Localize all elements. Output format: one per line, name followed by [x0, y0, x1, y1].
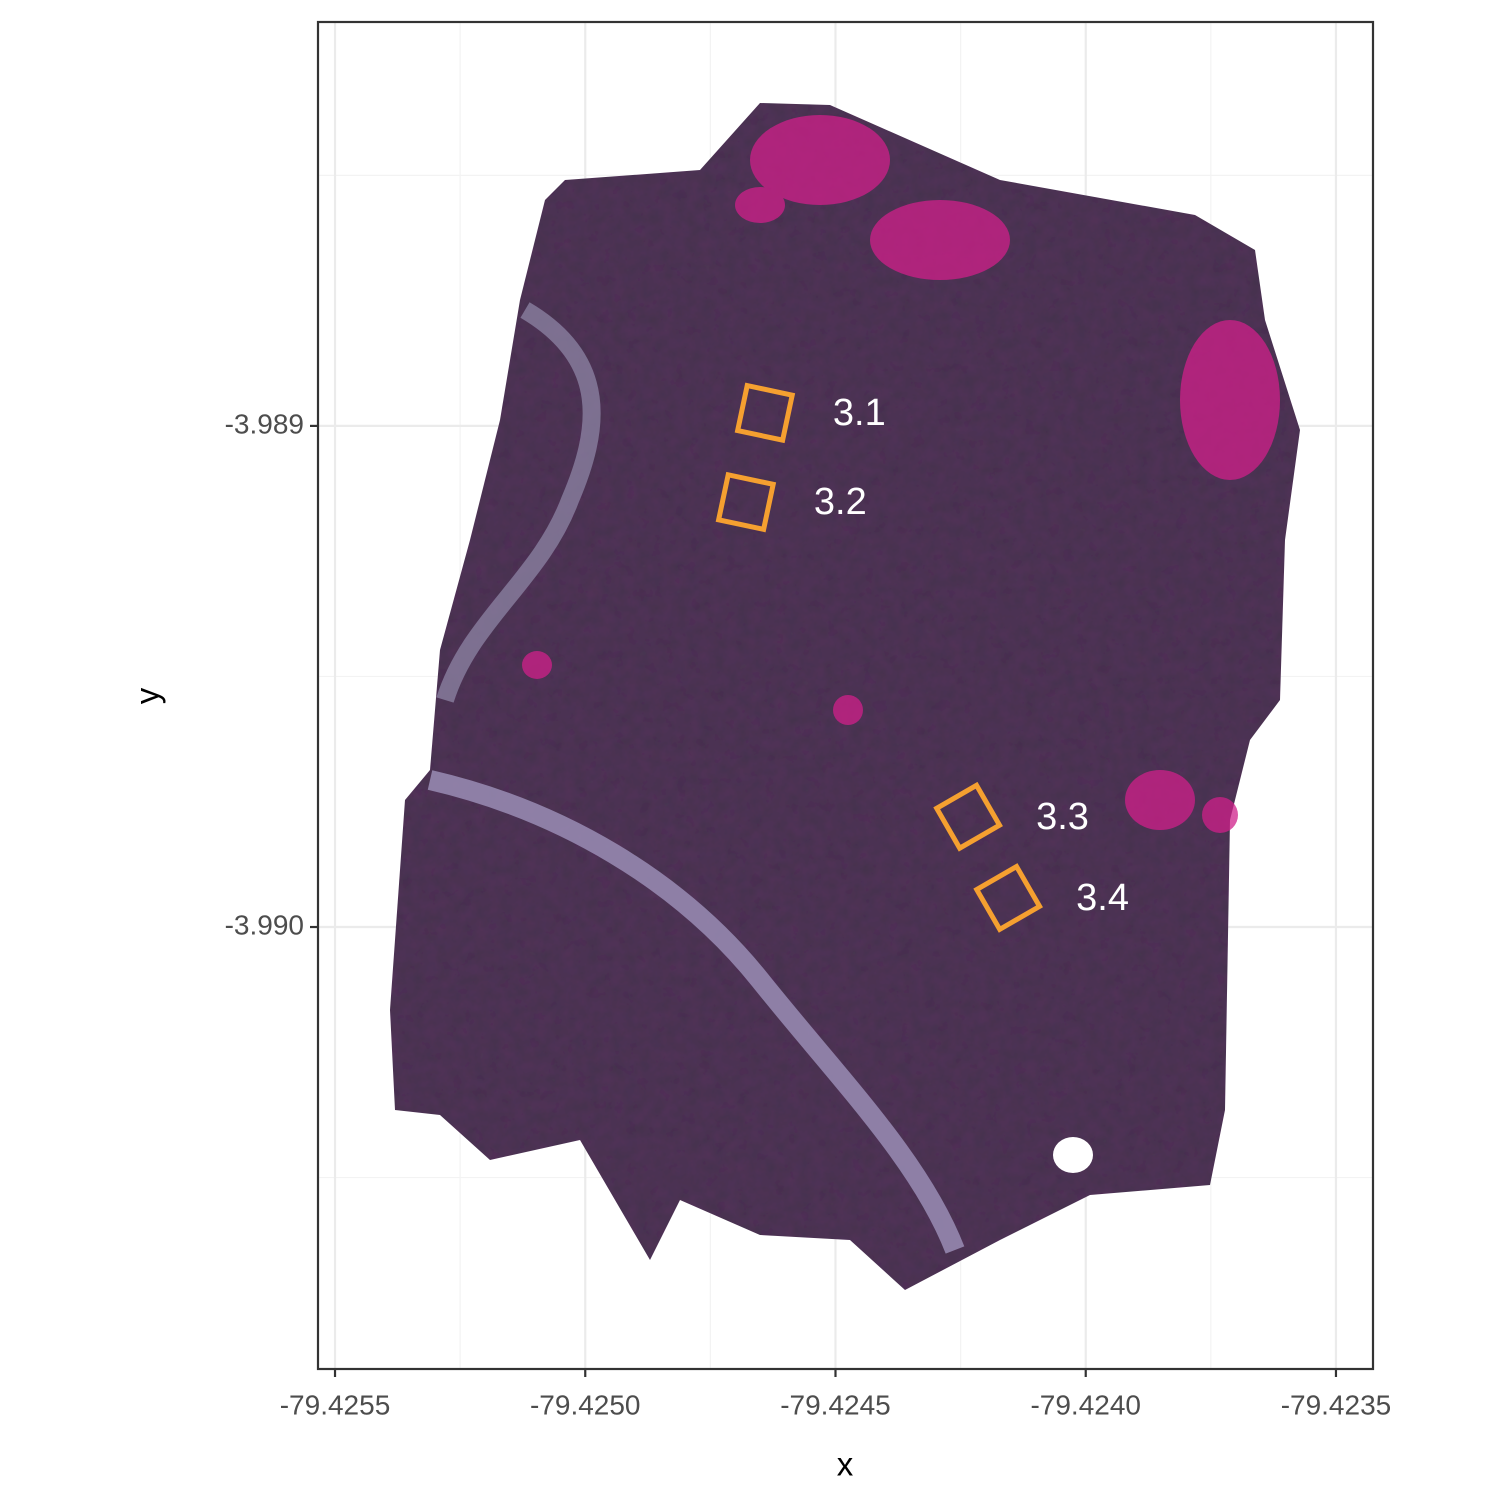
vegetation [522, 115, 1280, 833]
x-tick-label: -79.4240 [1030, 1389, 1141, 1420]
foreground: -79.4255 -79.4250 -79.4245 -79.4240 -79.4235… [225, 382, 1392, 1420]
road [436, 302, 601, 703]
x-axis-title: x [837, 1446, 854, 1483]
x-tick-label: -79.4250 [530, 1389, 641, 1420]
y-tick-label: -3.990 [225, 909, 304, 940]
plot-square [933, 781, 1003, 852]
x-tick-label: -79.4245 [780, 1389, 891, 1420]
y-tick-label: -3.989 [225, 408, 304, 439]
raster-image [390, 103, 1300, 1290]
x-tick-label: -79.4235 [1281, 1389, 1392, 1420]
hole [1053, 1137, 1093, 1173]
plot-label: 3.3 [1036, 796, 1089, 838]
plot-square [715, 471, 777, 533]
plot-label: 3.2 [814, 481, 867, 523]
y-axis-title: y [129, 687, 166, 704]
panel-border [316, 20, 1375, 1371]
x-tick-label: -79.4255 [280, 1389, 391, 1420]
plot-label: 3.1 [833, 392, 886, 434]
plot-square [734, 382, 796, 444]
plot-square [973, 863, 1043, 933]
plot-label: 3.4 [1076, 877, 1129, 919]
road [427, 770, 965, 1254]
